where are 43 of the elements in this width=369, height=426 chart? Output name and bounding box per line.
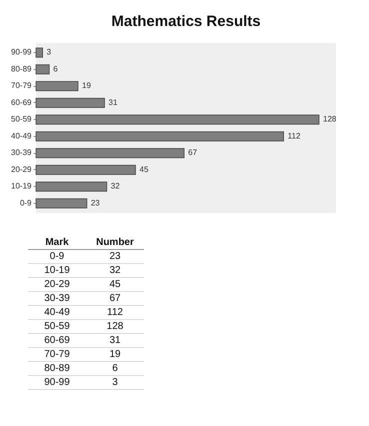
text: 19 bbox=[86, 348, 144, 362]
y-tick-label: 70-79 bbox=[11, 81, 32, 90]
data-label: 67 bbox=[188, 148, 198, 158]
text: 90-99 bbox=[28, 376, 86, 390]
text: 70-79 bbox=[28, 348, 86, 362]
text: 112 bbox=[86, 306, 144, 320]
text: 20-29 bbox=[28, 278, 86, 292]
text: Mark bbox=[28, 236, 86, 250]
y-tick-label: 30-39 bbox=[11, 148, 32, 158]
y-tick-label: 60-69 bbox=[11, 98, 32, 107]
data-label: 31 bbox=[108, 98, 118, 107]
text: 10-19 bbox=[28, 264, 86, 278]
data-label: 128 bbox=[323, 114, 337, 124]
text: 60-69 bbox=[28, 334, 86, 348]
text: 6 bbox=[86, 362, 144, 376]
data-label: 19 bbox=[82, 81, 92, 90]
y-tick-label: 50-59 bbox=[11, 114, 32, 124]
text: 50-59 bbox=[28, 320, 86, 334]
text: 45 bbox=[86, 278, 144, 292]
y-tick-label: 0-9 bbox=[20, 198, 32, 208]
text: 31 bbox=[86, 334, 144, 348]
y-tick-label: 90-99 bbox=[11, 48, 32, 57]
text: Number bbox=[86, 236, 144, 250]
y-tick-label: 80-89 bbox=[11, 64, 32, 74]
text: 80-89 bbox=[28, 362, 86, 376]
text: 0-9 bbox=[28, 250, 86, 264]
data-label: 45 bbox=[140, 164, 149, 174]
text: 128 bbox=[86, 320, 144, 334]
text: 23 bbox=[86, 250, 144, 264]
chart-title: Mathematics Results bbox=[111, 13, 261, 30]
data-label: 112 bbox=[288, 131, 301, 140]
text: 30-39 bbox=[28, 292, 86, 306]
data-label: 3 bbox=[46, 48, 52, 57]
text: 40-49 bbox=[28, 306, 86, 320]
y-tick-label: 40-49 bbox=[11, 131, 32, 140]
text: 67 bbox=[86, 292, 144, 306]
data-label: 6 bbox=[53, 64, 58, 74]
data-label: 32 bbox=[110, 182, 120, 191]
text: 32 bbox=[86, 264, 144, 278]
data-label: 23 bbox=[90, 198, 100, 208]
text: 3 bbox=[86, 376, 144, 390]
y-tick-label: 20-29 bbox=[11, 164, 32, 174]
y-tick-label: 10-19 bbox=[11, 182, 32, 191]
